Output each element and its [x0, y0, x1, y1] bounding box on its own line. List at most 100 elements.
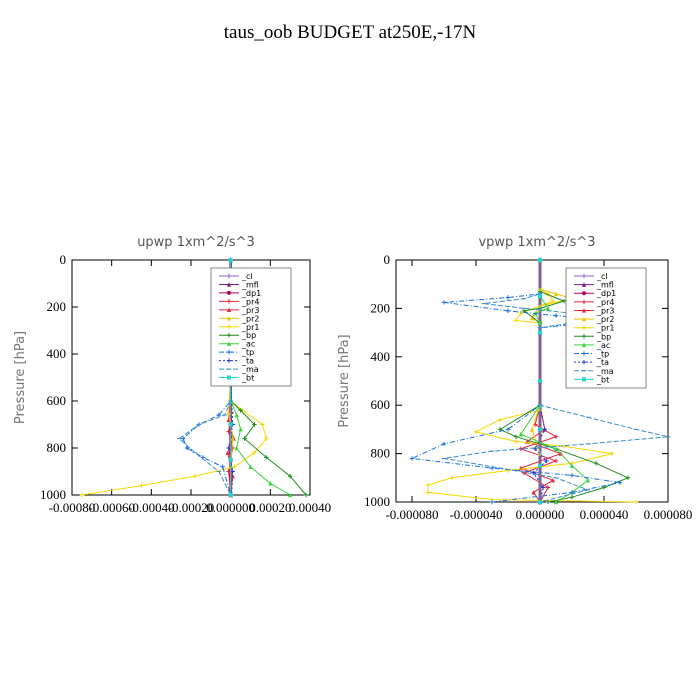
legend-marker [581, 342, 587, 348]
series-point_bt [228, 457, 233, 462]
legend-marker [581, 351, 587, 356]
series-point_ac [585, 478, 591, 483]
panel-title: vpwp 1xm^2/s^3 [478, 235, 595, 250]
legend-label: _pr4 [241, 297, 259, 306]
series-point_bt [538, 294, 542, 299]
legend-label: _pr2 [241, 314, 259, 323]
series-point_ac [234, 412, 239, 418]
x-tick-label: 0.00020 [249, 500, 291, 515]
legend-label: _cl [241, 272, 253, 281]
series-point_bt [538, 258, 542, 262]
series-point_bt [228, 258, 233, 262]
legend-label: _pr3 [596, 306, 614, 315]
series-point_ac [553, 446, 559, 451]
x-tick-label: -0.00020 [168, 500, 215, 515]
series-point_pr2 [553, 291, 559, 297]
series-point_bt [228, 422, 233, 427]
series-point_ta [542, 427, 547, 432]
legend-marker [582, 377, 586, 382]
series-point_ta [541, 485, 546, 490]
x-tick-label: -0.00040 [128, 500, 175, 515]
series-point_pr2 [226, 410, 231, 415]
x-tick-label: 0.00040 [289, 500, 331, 515]
series-point_pr1 [513, 439, 519, 444]
series-point_pr1 [252, 450, 257, 455]
legend-marker [226, 307, 232, 313]
series-point_bt [538, 427, 542, 432]
series-point_bp [238, 408, 243, 413]
legend-marker [581, 359, 587, 365]
y-tick-label: 800 [371, 446, 391, 461]
legend-marker [226, 349, 232, 355]
series-point_pr1 [260, 422, 265, 427]
series-line_pr1 [81, 260, 267, 496]
series-point_tp [569, 473, 575, 478]
series-point_bt [538, 463, 542, 468]
legend-marker [581, 325, 587, 330]
series-point_tp [505, 308, 511, 314]
page-title: taus_oob BUDGET at250E,-17N [223, 22, 477, 43]
series-point_ac [287, 492, 293, 498]
y-tick-label: 800 [47, 440, 67, 455]
series-point_pr3 [225, 450, 230, 455]
legend-label: _mfl [596, 281, 614, 290]
legend-marker [226, 316, 232, 321]
series-point_bt [228, 493, 233, 497]
legend-label: _mfl [241, 280, 259, 289]
x-tick-label: -0.00060 [88, 500, 135, 515]
series-point_bp [242, 436, 247, 441]
series-point_bp [569, 494, 575, 500]
legend-marker [581, 316, 587, 322]
legend-label: _ta [596, 358, 609, 367]
legend-marker [227, 290, 231, 295]
series-point_bp [264, 455, 269, 460]
series-point_bt [538, 379, 542, 383]
series-point_pr4 [226, 429, 231, 434]
legend-marker [581, 308, 587, 313]
series-point_pr2 [529, 427, 535, 432]
legend-marker [581, 334, 587, 339]
legend-marker [226, 358, 232, 363]
series-point_tp [441, 441, 447, 447]
series-point_tp [489, 499, 495, 505]
plot-frame [395, 259, 669, 503]
y-tick-label: 1000 [364, 494, 390, 509]
series-point_pr1 [79, 492, 85, 498]
series-point_bp [561, 298, 567, 304]
series-point_ac [234, 445, 239, 451]
x-tick-label: 0.000000 [206, 500, 255, 515]
series-point_ac [569, 463, 575, 468]
legend-marker [226, 299, 232, 304]
panel-title: upwp 1xm^2/s^3 [137, 235, 255, 250]
legend-label: _dp1 [241, 289, 261, 298]
legend-marker [226, 282, 232, 287]
series-point_tp [220, 464, 225, 469]
x-tick-label: -0.000080 [385, 507, 438, 522]
x-tick-label: 0.000080 [644, 507, 693, 522]
legend-marker [226, 333, 232, 338]
y-tick-label: 400 [47, 346, 67, 361]
series-point_pr2 [529, 315, 535, 321]
series-point_bp [513, 434, 519, 439]
legend-label: _pr1 [596, 324, 614, 333]
legend-label: _bt [241, 374, 254, 383]
legend-marker [226, 324, 232, 329]
legend-label: _dp1 [596, 289, 616, 298]
legend-marker [227, 375, 231, 380]
series-point_bp [545, 499, 551, 505]
series-point_pr1 [425, 482, 431, 488]
legend-label: _bp [596, 332, 611, 341]
x-tick-label: 0.000040 [580, 507, 629, 522]
series-point_tp [505, 427, 511, 432]
series-point_tp [441, 300, 447, 305]
legend-marker [582, 291, 586, 296]
series-point_ac [268, 481, 273, 486]
series-point_pr1 [473, 429, 479, 435]
x-tick-label: -0.000040 [449, 507, 502, 522]
series-point_pr4 [545, 485, 551, 490]
legend-label: _ma [596, 367, 614, 376]
legend-marker [226, 341, 232, 346]
series-point_pr4 [226, 469, 231, 474]
series-point_bp [252, 422, 257, 427]
